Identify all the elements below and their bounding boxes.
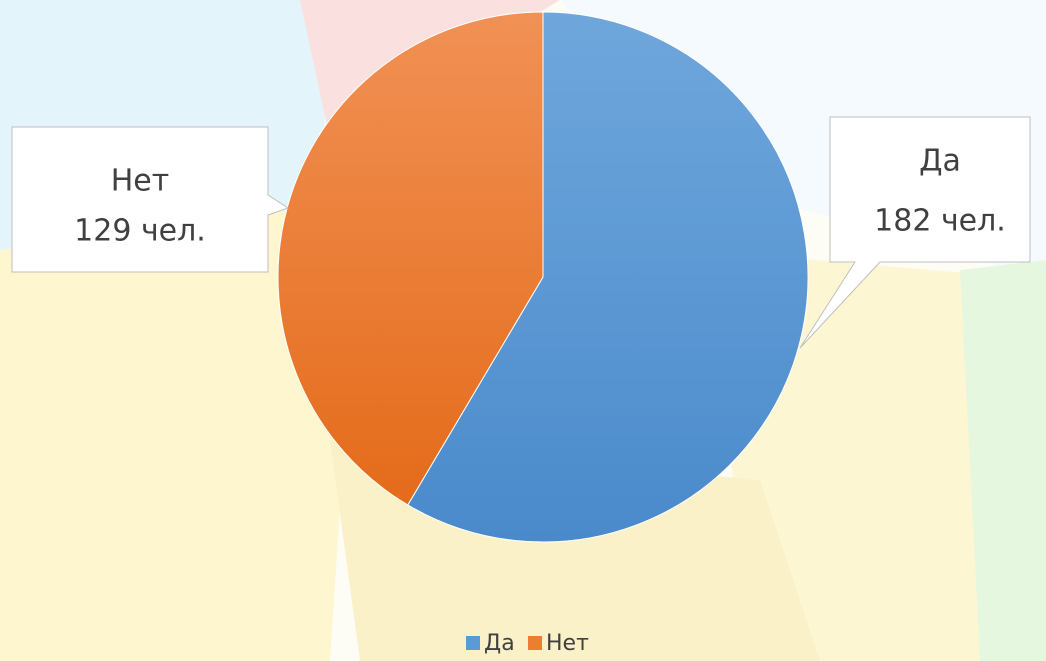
legend: Да Нет — [466, 631, 589, 656]
callout-value: 182 чел. — [874, 204, 1006, 239]
pie-slice — [277, 11, 544, 506]
callout-category: Нет — [111, 164, 170, 199]
callout-category: Да — [919, 144, 961, 179]
legend-swatch — [528, 636, 542, 650]
callout-value: 129 чел. — [74, 214, 206, 249]
legend-swatch — [466, 636, 480, 650]
pie — [277, 11, 809, 543]
callout-no: Нет 129 чел. — [11, 126, 290, 273]
callout-yes: Да 182 чел. — [799, 116, 1031, 349]
legend-label: Нет — [546, 631, 589, 656]
pie-slice — [407, 11, 809, 543]
legend-label: Да — [484, 631, 515, 656]
